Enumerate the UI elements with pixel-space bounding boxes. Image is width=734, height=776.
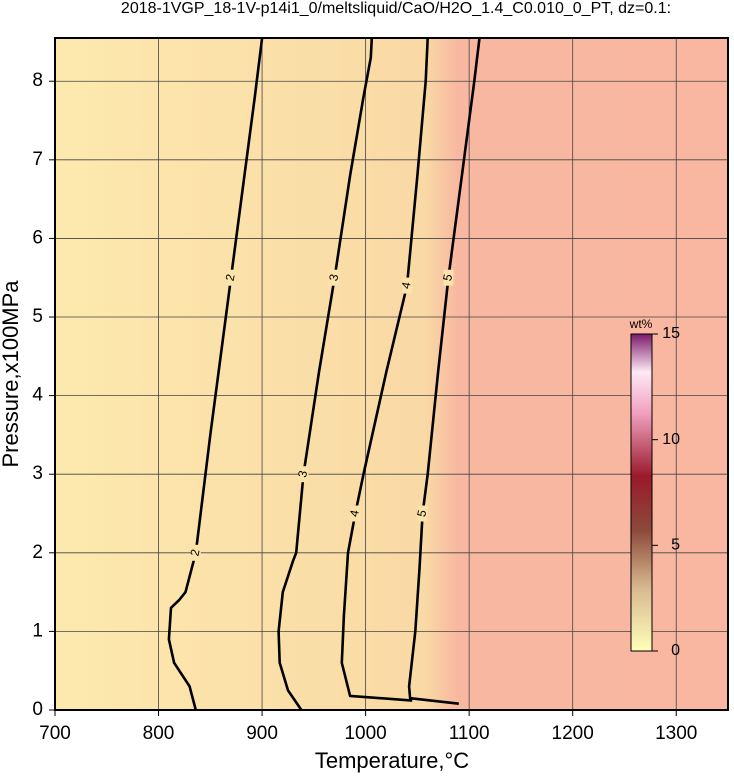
contour-label: 5 [440,273,455,283]
contour-label-bg [402,277,413,294]
contour-label: 4 [347,508,362,518]
contour-label-bg [417,505,428,522]
x-tick-label: 1200 [552,723,594,744]
colorbar-tick-label: 15 [662,325,680,342]
colorbar-tick-label: 0 [671,642,680,659]
contour-label: 3 [326,273,341,283]
y-tick-label: 1 [32,620,43,641]
y-tick-label: 5 [32,306,43,327]
x-tick-label: 700 [39,723,71,744]
contour-line [277,37,374,711]
contour-label-bg [329,269,340,286]
x-tick-label: 900 [246,723,278,744]
contour-label-bg [350,505,361,522]
y-tick-label: 7 [32,149,43,170]
y-tick-label: 6 [32,227,43,248]
contour-label-bg [298,466,309,483]
y-tick-label: 3 [32,463,43,484]
contour-label-bg [190,544,201,561]
contour-label: 2 [187,548,202,558]
y-tick-label: 4 [32,385,43,406]
y-tick-label: 2 [32,542,43,563]
contour-label: 2 [223,273,238,283]
contour-label: 5 [414,508,429,518]
y-tick-label: 8 [32,70,43,91]
colorbar-label: wt% [629,317,653,331]
contour-line [167,37,264,711]
y-axis-label: Pressure,x100MPa [0,280,23,468]
x-tick-label: 1000 [344,723,386,744]
x-tick-label: 800 [143,723,175,744]
contour-label-bg [443,269,454,286]
y-tick-label: 0 [32,699,43,720]
plot-background [55,38,728,710]
x-tick-label: 1100 [449,723,490,744]
plot-frame [54,37,729,711]
x-axis-label: Temperature,°C [315,748,469,773]
contour-line [340,37,429,702]
contour-label: 4 [399,280,414,290]
colorbar-tick-label: 5 [671,537,680,554]
colorbar [630,333,653,652]
chart-title: 2018-1VGP_18-1V-p14i1_0/meltsliquid/CaO/… [121,0,671,17]
contour-label: 3 [295,469,310,479]
x-tick-label: 1300 [655,723,697,744]
contour-line [407,37,481,705]
colorbar-tick-label: 10 [662,431,680,448]
contour-label-bg [226,269,237,286]
